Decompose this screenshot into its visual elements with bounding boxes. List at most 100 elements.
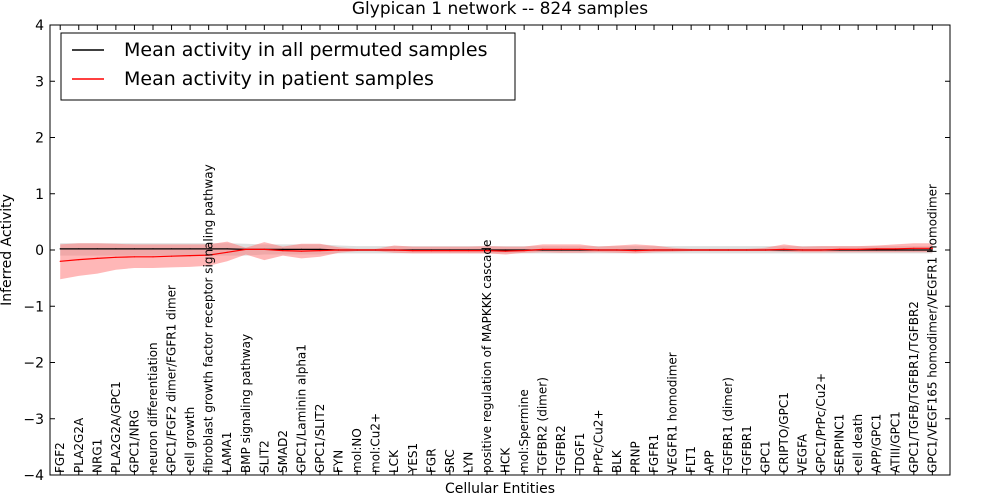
chart-title: Glypican 1 network -- 824 samples (352, 0, 648, 19)
x-tick-label: ATIII/GPC1 (888, 411, 902, 473)
y-tick-label: −3 (23, 412, 44, 428)
data-point (189, 248, 191, 250)
data-point (78, 248, 80, 250)
data-point (115, 256, 117, 258)
x-tick-label: BLK (610, 449, 624, 473)
x-tick-label: SMAD2 (276, 430, 290, 473)
x-tick-label: TGFBR1 (dimer) (721, 377, 735, 474)
x-tick-label: APP/GPC1 (870, 414, 884, 473)
band-2 (60, 241, 933, 280)
x-tick-label: GPC1/PrPc/Cu2+ (814, 373, 828, 473)
data-point (319, 250, 321, 252)
data-point (801, 249, 804, 251)
data-point (338, 249, 340, 251)
data-point (170, 248, 173, 250)
y-tick-label: 3 (35, 74, 44, 90)
data-point (505, 249, 507, 251)
data-point (857, 248, 859, 250)
data-point (245, 248, 247, 250)
x-tick-label: neuron differentiation (146, 342, 160, 473)
data-point (913, 249, 915, 251)
data-point (59, 260, 61, 262)
x-tick-label: GPC1/Laminin alpha1 (294, 344, 308, 473)
x-tick-label: GPC1 (758, 440, 772, 473)
x-tick-label: TGFBR2 (554, 425, 568, 474)
x-tick-label: TGFBR1 (740, 425, 754, 474)
x-tick-label: YES1 (406, 443, 420, 474)
x-tick-label: VEGFA (796, 433, 810, 473)
x-tick-label: mol:NO (350, 428, 364, 473)
y-tick-label: 0 (35, 243, 44, 259)
data-point (839, 248, 841, 250)
x-tick-label: GPC1/NRG (127, 410, 141, 473)
data-point (709, 249, 711, 251)
y-tick-label: −1 (23, 299, 44, 315)
x-tick-label: CRIPTO/GPC1 (777, 392, 791, 473)
x-tick-label: mol:Spermine (517, 389, 531, 473)
data-point (876, 248, 878, 250)
data-point (300, 250, 302, 252)
x-tick-label: TDGF1 (573, 433, 587, 474)
x-tick-label: FGF2 (53, 442, 67, 473)
data-point (690, 249, 692, 251)
legend: Mean activity in all permuted samples Mea… (60, 32, 516, 101)
data-point (59, 248, 61, 250)
data-point (467, 250, 470, 252)
data-point (876, 249, 878, 251)
data-point (616, 249, 618, 251)
legend-entry: Mean activity in patient samples (124, 68, 434, 90)
x-tick-label: PrPc/Cu2+ (591, 409, 605, 473)
data-point (505, 250, 507, 252)
data-point (894, 248, 896, 250)
data-point (931, 247, 934, 249)
data-point (208, 254, 210, 256)
x-tick-label: fibroblast growth factor receptor signal… (202, 164, 216, 473)
confidence-bands (60, 241, 933, 280)
data-point (894, 249, 896, 251)
legend-entry: Mean activity in all permuted samples (124, 39, 487, 61)
data-point (653, 249, 655, 251)
y-axis-ticks: −4 −3 −2 −1 0 1 2 3 4 (23, 18, 950, 484)
y-tick-label: 1 (35, 187, 44, 203)
y-axis-label: Inferred Activity (0, 194, 15, 306)
x-tick-label: mol:Cu2+ (369, 413, 383, 473)
data-point (115, 248, 117, 250)
data-point (560, 248, 562, 250)
data-point (208, 248, 210, 250)
data-point (133, 256, 135, 258)
x-tick-label: SRC (443, 449, 457, 473)
data-point (226, 251, 228, 253)
x-tick-label: NRG1 (90, 439, 104, 473)
data-point (597, 249, 600, 251)
data-point (189, 255, 191, 257)
data-point (579, 248, 581, 250)
data-point (152, 256, 154, 258)
x-tick-label: SLIT2 (257, 440, 271, 473)
data-point (449, 250, 451, 252)
y-tick-label: −4 (23, 468, 44, 484)
data-point (282, 248, 284, 250)
x-tick-label: FLT1 (684, 446, 698, 473)
x-tick-label: PLA2G2A (72, 417, 86, 473)
data-point (393, 249, 395, 251)
data-point (783, 248, 785, 250)
x-tick-label: SERPINC1 (833, 414, 847, 473)
data-point (672, 249, 674, 251)
y-tick-label: 4 (35, 18, 44, 34)
x-tick-label: cell growth (183, 407, 197, 473)
series-line-2 (60, 247, 933, 262)
x-tick-label: LCK (387, 449, 401, 473)
data-point (523, 250, 525, 252)
x-axis-label: Cellular Entities (445, 481, 555, 497)
x-tick-label: FGR (424, 448, 438, 473)
x-tick-label: PLA2G2A/GPC1 (109, 381, 123, 473)
data-point (356, 249, 358, 251)
x-tick-label: cell death (851, 414, 865, 473)
data-point (820, 249, 822, 251)
data-point (300, 248, 302, 250)
data-point (78, 259, 80, 261)
data-point (412, 250, 414, 252)
data-point (263, 248, 265, 250)
legend-box (60, 32, 516, 101)
data-point (746, 249, 748, 251)
